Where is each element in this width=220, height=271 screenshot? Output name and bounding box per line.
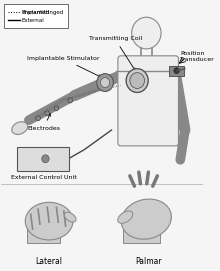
Bar [123,227,160,243]
Text: Palmar: Palmar [135,257,161,266]
Circle shape [45,111,50,116]
Text: Lateral: Lateral [36,257,63,266]
Ellipse shape [25,202,73,240]
FancyBboxPatch shape [4,4,68,28]
Text: Transmittinged: Transmittinged [22,10,63,15]
Text: Transmitting Coil: Transmitting Coil [89,37,142,70]
Circle shape [68,98,73,103]
Bar [27,227,60,243]
Circle shape [126,69,148,92]
Circle shape [42,155,49,163]
Text: Electrodes: Electrodes [27,114,60,131]
Text: External: External [22,18,44,23]
Ellipse shape [121,199,171,239]
Circle shape [130,73,145,89]
Circle shape [101,78,110,88]
Circle shape [54,106,59,111]
Text: Implanted: Implanted [22,10,50,15]
Circle shape [97,74,113,91]
Ellipse shape [12,122,28,134]
Ellipse shape [118,211,133,223]
Circle shape [36,116,40,121]
Text: External Control Unit: External Control Unit [11,175,76,180]
Ellipse shape [64,212,76,222]
Bar [169,66,184,76]
Circle shape [174,68,179,74]
Text: Position
Transducer: Position Transducer [180,51,215,62]
Circle shape [132,17,161,49]
FancyBboxPatch shape [118,56,178,146]
Text: Implantable Stimulator: Implantable Stimulator [27,56,101,77]
FancyBboxPatch shape [17,147,69,171]
